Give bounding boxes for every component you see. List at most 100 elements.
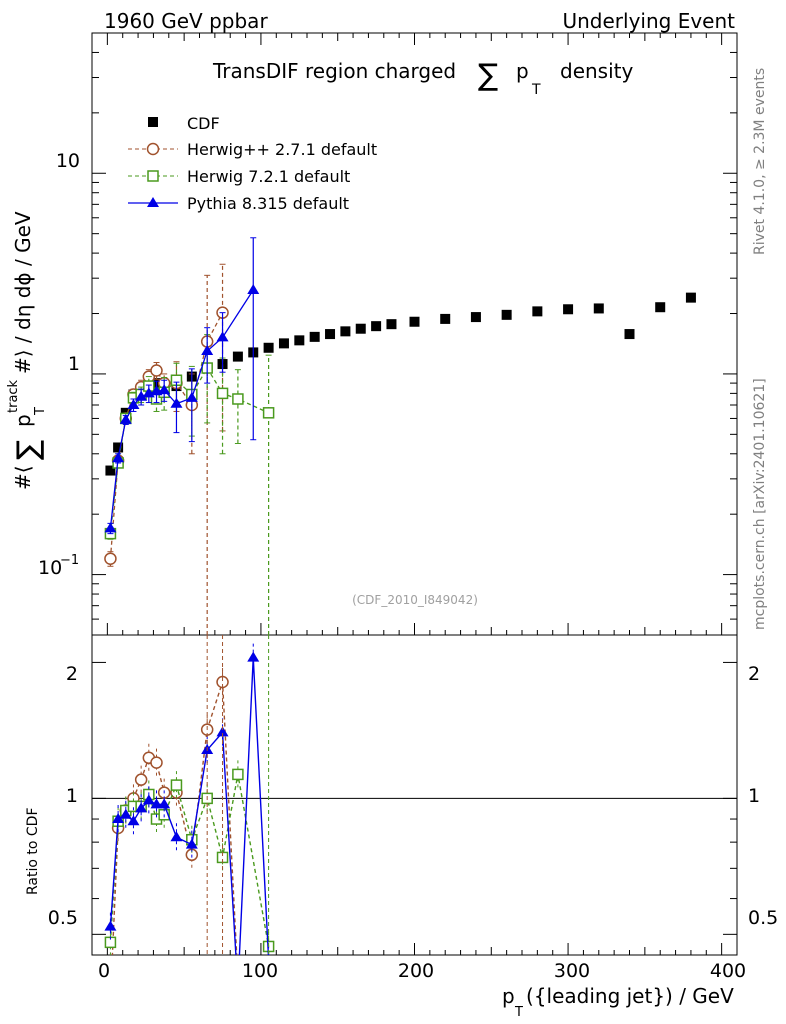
ylabel-sub: T bbox=[33, 407, 48, 416]
ratio-point bbox=[216, 726, 229, 737]
legend-label-herwig7: Herwig 7.2.1 default bbox=[187, 167, 350, 186]
ylabel-suffix: #⟩ / dη dϕ / GeV bbox=[11, 211, 35, 374]
ytick-exp-power: −1 bbox=[60, 553, 79, 568]
data-point bbox=[325, 329, 336, 340]
data-point bbox=[593, 303, 604, 314]
legend-entry-herwig7: Herwig 7.2.1 default bbox=[128, 167, 350, 186]
data-point bbox=[104, 522, 117, 533]
xlabel-suffix: ({leading jet}) / GeV bbox=[526, 984, 734, 1008]
ytick-1: 1 bbox=[68, 353, 80, 375]
data-point bbox=[112, 452, 125, 463]
ratio-point bbox=[232, 768, 244, 781]
ylabel-sum: ∑ bbox=[11, 440, 46, 460]
data-point bbox=[355, 323, 366, 334]
rtick-2-left: 2 bbox=[66, 663, 78, 685]
data-point bbox=[501, 309, 512, 320]
data-point bbox=[386, 319, 397, 330]
title-prefix: TransDIF region charged bbox=[212, 59, 456, 83]
rtick-1-left: 1 bbox=[66, 785, 78, 807]
data-point bbox=[201, 345, 214, 356]
data-point bbox=[127, 399, 140, 410]
chart-title: TransDIF region charged ∑ p T density bbox=[212, 58, 633, 98]
rivet-label: Rivet 4.1.0, ≥ 2.3M events bbox=[752, 68, 768, 255]
xtick-100: 100 bbox=[242, 960, 278, 982]
ratio-point bbox=[105, 993, 116, 1004]
legend-marker-pythia bbox=[147, 197, 159, 207]
data-point bbox=[158, 384, 171, 395]
ratio-point bbox=[185, 838, 198, 849]
legend-entry-cdf: CDF bbox=[148, 114, 220, 133]
ratio-point bbox=[150, 756, 163, 769]
rtick-2-right: 2 bbox=[748, 663, 760, 685]
data-point bbox=[263, 342, 274, 353]
data-point bbox=[104, 552, 117, 565]
xlabel-sub: T bbox=[514, 1005, 523, 1020]
data-point bbox=[340, 326, 351, 337]
analysis-watermark: (CDF_2010_I849042) bbox=[352, 593, 478, 607]
ylabel-prefix: #⟨ bbox=[11, 465, 35, 490]
xtick-200: 200 bbox=[398, 960, 434, 982]
data-point bbox=[185, 391, 198, 402]
rtick-0.5-right: 0.5 bbox=[748, 907, 778, 929]
title-p: p bbox=[516, 59, 529, 83]
xlabel-p: p bbox=[502, 984, 515, 1008]
data-point bbox=[247, 283, 260, 294]
legend-entry-pythia: Pythia 8.315 default bbox=[128, 194, 349, 213]
mcplots-label: mcplots.cern.ch [arXiv:2401.10621] bbox=[752, 378, 768, 630]
ratio-pythia-8-315-default bbox=[104, 643, 270, 992]
axis-ticks bbox=[91, 33, 738, 955]
ratio-wide-errors bbox=[206, 635, 270, 955]
data-point bbox=[113, 442, 124, 453]
data-point bbox=[262, 407, 275, 419]
ratio-point bbox=[267, 953, 270, 955]
data-point bbox=[278, 338, 289, 349]
data-point bbox=[563, 304, 574, 315]
xtick-300: 300 bbox=[554, 960, 590, 982]
header-right: Underlying Event bbox=[562, 9, 735, 33]
ratio-point bbox=[158, 798, 171, 809]
ratio-point bbox=[170, 831, 183, 842]
ytick-exp-base: 10 bbox=[38, 557, 62, 579]
ylabel-sup: track bbox=[6, 379, 21, 413]
data-point bbox=[119, 413, 132, 424]
ratio-point bbox=[119, 808, 132, 819]
xtick-400: 400 bbox=[710, 960, 746, 982]
ratio-point bbox=[127, 815, 140, 826]
data-point bbox=[371, 321, 382, 332]
y-axis-label: #⟨ ∑ p track T #⟩ / dη dϕ / GeV bbox=[6, 211, 48, 490]
title-suffix: density bbox=[560, 59, 633, 83]
data-point bbox=[105, 465, 116, 476]
ratio-point bbox=[150, 798, 163, 809]
data-point bbox=[440, 313, 451, 324]
ylabel-p: p bbox=[11, 414, 35, 427]
ytick-10: 10 bbox=[56, 150, 80, 172]
series-line bbox=[109, 289, 254, 529]
title-sub: T bbox=[531, 82, 541, 98]
data-point bbox=[170, 397, 183, 408]
ratio-frame bbox=[91, 634, 738, 956]
ratio-point bbox=[135, 802, 148, 813]
data-point bbox=[532, 306, 543, 317]
data-point bbox=[216, 331, 229, 342]
ratio-point bbox=[247, 651, 260, 662]
data-point bbox=[232, 393, 244, 405]
data-point bbox=[409, 316, 420, 327]
data-point bbox=[655, 302, 666, 313]
ratio-point bbox=[170, 779, 183, 791]
xtick-0: 0 bbox=[98, 960, 110, 982]
header-left: 1960 GeV ppbar bbox=[104, 9, 268, 33]
x-axis-label: p T ({leading jet}) / GeV bbox=[502, 984, 734, 1020]
ratio-point bbox=[232, 982, 244, 992]
legend-label-pythia: Pythia 8.315 default bbox=[187, 194, 349, 213]
ratio-point bbox=[112, 813, 125, 824]
data-point bbox=[232, 351, 243, 362]
data-point bbox=[624, 329, 635, 340]
legend-label-cdf: CDF bbox=[187, 114, 220, 133]
data-point bbox=[150, 364, 163, 377]
ratio-point bbox=[104, 920, 117, 931]
data-point bbox=[294, 335, 305, 346]
ratio-point bbox=[134, 773, 148, 786]
rtick-0.5-left: 0.5 bbox=[48, 907, 78, 929]
ytick-0.1: 10 −1 bbox=[38, 553, 79, 579]
